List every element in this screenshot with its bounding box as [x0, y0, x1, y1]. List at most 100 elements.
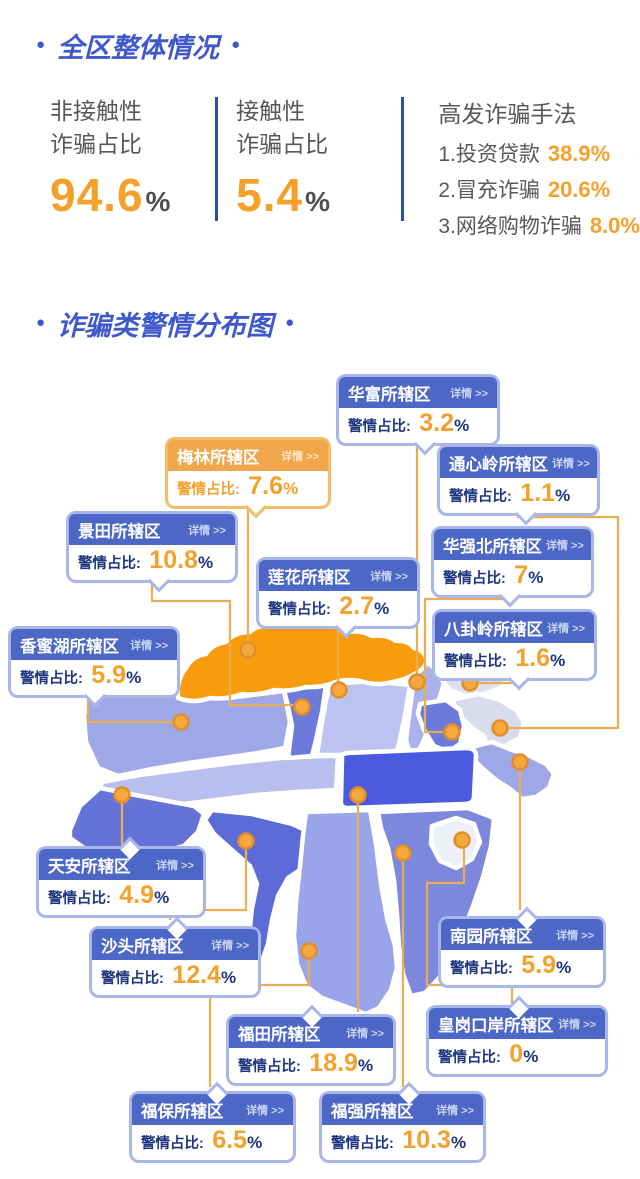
station-detail-link[interactable]: 详情 >>: [156, 860, 194, 872]
stat-contact-fraud: 接触性 诈骗占比 5.4%: [236, 95, 401, 244]
station-detail-link[interactable]: 详情 >>: [547, 623, 585, 635]
map-title-text: 诈骗类警情分布图: [57, 311, 274, 342]
station-value-label: 警情占比:: [238, 1059, 301, 1075]
station-value-label: 警情占比:: [48, 891, 111, 907]
station-value: 7.6: [248, 472, 284, 500]
station-value-unit: %: [197, 553, 214, 572]
map-marker-huaqiangbei: [443, 723, 461, 741]
overview-section-title: ● 全区整体情况 ●: [36, 0, 640, 65]
station-detail-link[interactable]: 详情 >>: [130, 640, 168, 652]
station-detail-link[interactable]: 详情 >>: [281, 451, 319, 463]
map-marker-meilin: [239, 641, 257, 659]
station-detail-link[interactable]: 详情 >>: [246, 1105, 284, 1117]
station-value: 3.2: [419, 409, 455, 437]
station-value-unit: %: [454, 416, 470, 435]
stat-value: 5.4%: [236, 168, 331, 221]
map-marker-lianhua: [330, 681, 348, 699]
station-value-label: 警情占比:: [449, 489, 512, 505]
connector-line-jingtian: [150, 574, 293, 707]
station-callout-fubao: 福保所辖区 详情 >> 警情占比: 6.5%: [129, 1081, 296, 1163]
station-detail-link[interactable]: 详情 >>: [188, 525, 226, 537]
station-callout-meilin: 梅林所辖区 详情 >> 警情占比: 7.6%: [165, 437, 331, 519]
stat-value: 94.6%: [50, 168, 171, 221]
connector-line-huanggang: [425, 848, 514, 1003]
station-value-unit: %: [154, 888, 170, 907]
station-callout-futian: 福田所辖区 详情 >> 警情占比: 18.9%: [226, 1004, 396, 1086]
station-value-unit: %: [556, 958, 572, 977]
station-detail-link[interactable]: 详情 >>: [546, 540, 584, 552]
map-region-nanyuan: [465, 739, 557, 802]
map-region-futian-center: [338, 745, 479, 811]
station-detail-link[interactable]: 详情 >>: [558, 1019, 596, 1031]
station-value-label: 警情占比:: [20, 671, 83, 687]
station-callout-jingtian: 景田所辖区 详情 >> 警情占比: 10.8%: [66, 511, 238, 593]
station-value-label: 警情占比:: [331, 1136, 394, 1152]
station-name: 皇岗口岸所辖区: [438, 1017, 554, 1035]
station-value-label: 警情占比:: [268, 602, 331, 618]
station-detail-link[interactable]: 详情 >>: [211, 940, 249, 952]
station-callout-tongxinling: 通心岭所辖区 详情 >> 警情占比: 1.1%: [437, 444, 600, 526]
station-callout-lianhua: 莲花所辖区 详情 >> 警情占比: 2.7%: [256, 557, 420, 639]
station-value-unit: %: [450, 1133, 467, 1152]
station-detail-link[interactable]: 详情 >>: [450, 388, 488, 400]
station-name: 南园所辖区: [450, 928, 533, 946]
map-marker-nanyuan: [511, 753, 529, 771]
station-name: 沙头所辖区: [101, 938, 184, 956]
station-value: 5.9: [521, 951, 557, 979]
station-name: 福强所辖区: [331, 1103, 414, 1121]
station-detail-link[interactable]: 详情 >>: [436, 1105, 474, 1117]
map-marker-tongxinling: [491, 719, 509, 737]
station-value: 12.4: [172, 961, 221, 989]
station-value: 4.9: [119, 881, 155, 909]
station-value: 0: [509, 1040, 524, 1068]
map-region-tongxinling: [449, 691, 527, 755]
station-value-label: 警情占比:: [348, 419, 411, 435]
station-callout-fuqiang: 福强所辖区 详情 >> 警情占比: 10.3%: [319, 1081, 486, 1163]
station-callout-bagualing: 八卦岭所辖区 详情 >> 警情占比: 1.6%: [432, 609, 597, 691]
map-marker-futian: [349, 786, 367, 804]
station-value-label: 警情占比:: [141, 1136, 204, 1152]
station-value-unit: %: [247, 1133, 263, 1152]
station-callout-tianan: 天安所辖区 详情 >> 警情占比: 4.9%: [36, 836, 206, 918]
station-detail-link[interactable]: 详情 >>: [370, 571, 408, 583]
station-value: 5.9: [91, 661, 127, 689]
station-value-unit: %: [126, 668, 142, 687]
station-value-label: 警情占比:: [444, 654, 507, 670]
station-value-label: 警情占比:: [177, 482, 240, 498]
map-section-title: ● 诈骗类警情分布图 ●: [36, 304, 640, 343]
fraud-method-item: 2.冒充诈骗 20.6%: [438, 177, 611, 203]
station-value: 10.3: [402, 1126, 451, 1154]
stat-noncontact-fraud: 非接触性 诈骗占比 94.6%: [50, 95, 215, 244]
station-value-unit: %: [523, 1047, 539, 1066]
station-value-unit: %: [555, 486, 571, 505]
station-value-unit: %: [283, 479, 299, 498]
station-detail-link[interactable]: 详情 >>: [346, 1028, 384, 1040]
station-value: 10.8: [149, 546, 198, 574]
station-callout-huanggang: 皇岗口岸所辖区 详情 >> 警情占比: 0%: [426, 995, 608, 1077]
station-name: 八卦岭所辖区: [444, 621, 543, 639]
station-name: 福保所辖区: [141, 1103, 224, 1121]
station-value-unit: %: [220, 968, 237, 987]
station-value: 2.7: [339, 592, 375, 620]
station-callout-huafu: 华富所辖区 详情 >> 警情占比: 3.2%: [336, 374, 500, 456]
station-name: 景田所辖区: [78, 523, 161, 541]
station-value-label: 警情占比:: [443, 571, 506, 587]
fraud-methods-panel: 高发诈骗手法 1.投资贷款 38.9% 2.冒充诈骗 20.6% 3.网络购物诈骗 8…: [422, 95, 640, 244]
map-region-meilin: [175, 620, 429, 704]
fraud-method-item: 3.网络购物诈骗 8.0%: [438, 213, 640, 239]
title-bullet-right: ●: [285, 314, 295, 332]
map-marker-tianan: [113, 786, 131, 804]
stat-label: 接触性 诈骗占比: [236, 98, 329, 158]
station-value-unit: %: [550, 651, 566, 670]
station-detail-link[interactable]: 详情 >>: [556, 930, 594, 942]
station-name: 莲花所辖区: [268, 569, 351, 587]
station-value-label: 警情占比:: [438, 1050, 501, 1066]
station-name: 梅林所辖区: [177, 449, 260, 467]
station-name: 香蜜湖所辖区: [20, 638, 119, 656]
station-value: 18.9: [309, 1049, 358, 1077]
station-value-label: 警情占比:: [450, 961, 513, 977]
station-detail-link[interactable]: 详情 >>: [552, 458, 590, 470]
title-bullet-left: ●: [36, 314, 46, 332]
